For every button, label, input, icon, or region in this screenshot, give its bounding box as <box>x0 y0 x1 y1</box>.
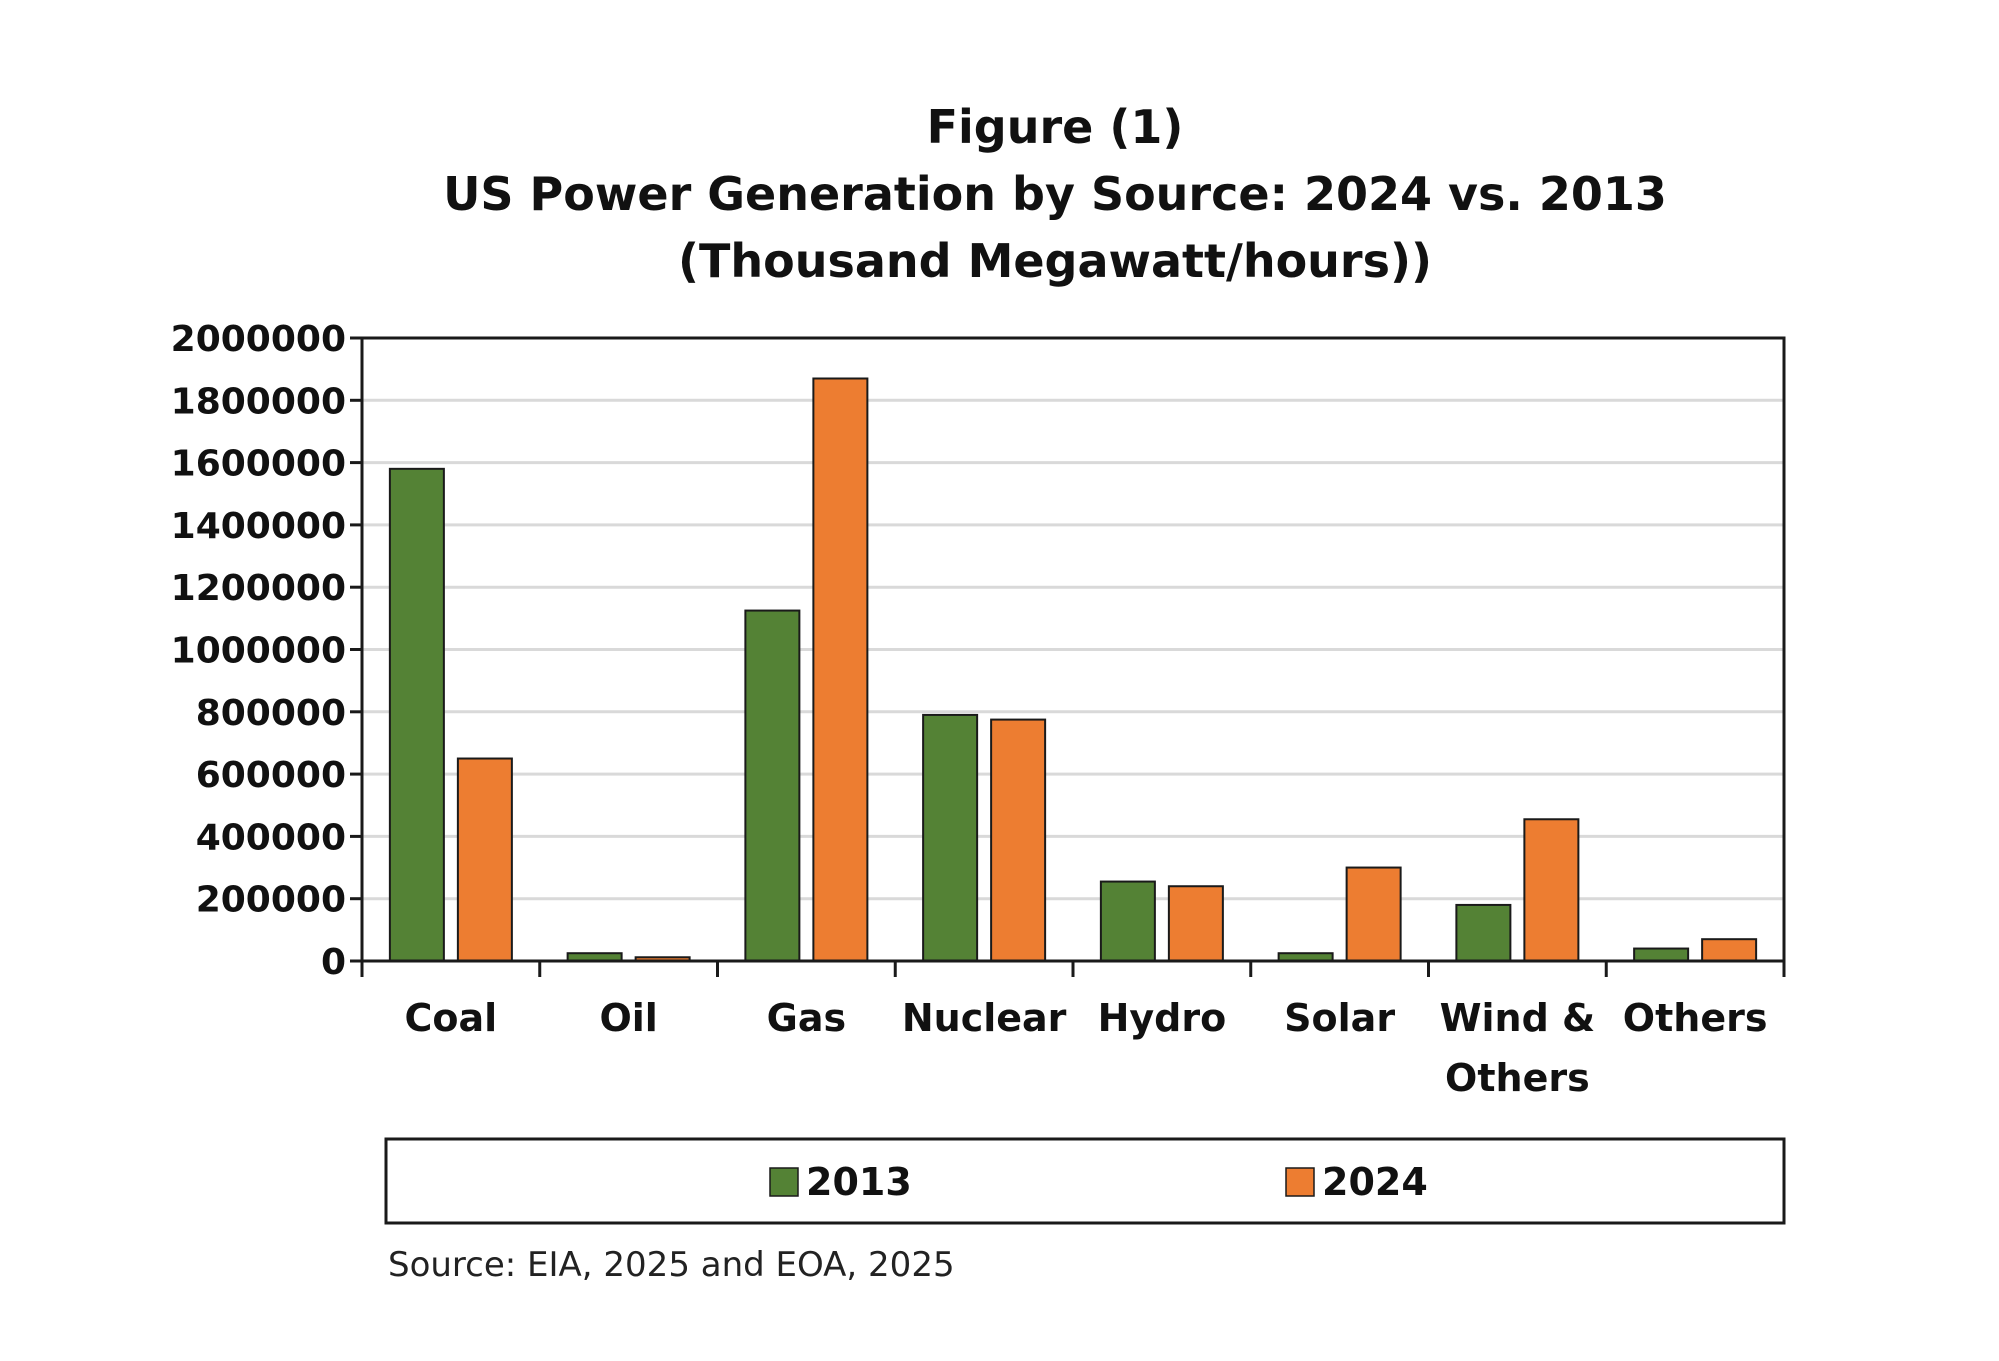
bars <box>388 377 1758 963</box>
bar-2024-solar <box>1345 866 1402 962</box>
bar-2013-coal <box>388 467 445 962</box>
chart-title-line-1: Figure (1) <box>927 100 1184 154</box>
y-tick-label: 600000 <box>196 755 346 796</box>
bar-2013-others <box>1633 947 1690 962</box>
y-tick-label: 400000 <box>196 817 346 858</box>
x-tick-label: Solar <box>1284 996 1395 1040</box>
bar-2013-hydro <box>1099 880 1156 963</box>
x-axis-labels: Coal Oil Gas Nuclear Hydro Solar Wind & Others O… <box>405 996 1768 1100</box>
x-tick-label: Coal <box>405 996 498 1040</box>
legend-label-2013: 2013 <box>806 1160 912 1204</box>
bar-2024-coal <box>456 757 513 963</box>
y-tick-label: 1200000 <box>171 568 346 609</box>
y-tick-label: 800000 <box>196 693 346 734</box>
axes <box>360 336 1786 977</box>
y-tick-label: 0 <box>321 942 346 983</box>
bar-2024-gas <box>812 377 869 962</box>
bar-2024-others <box>1701 938 1758 963</box>
source-note: Source: EIA, 2025 and EOA, 2025 <box>388 1245 955 1285</box>
x-tick-label: Wind & <box>1440 996 1596 1040</box>
bar-2024-nuclear <box>990 718 1047 963</box>
y-axis-ticks: 0 200000 400000 600000 800000 1000000 1200000 1… <box>171 319 362 983</box>
legend: 2013 2024 <box>384 1137 1786 1225</box>
x-tick-label: Others <box>1623 996 1768 1040</box>
chart-title-line-3: (Thousand Megawatt/hours)) <box>678 234 1432 288</box>
x-tick-label: Others <box>1445 1056 1590 1100</box>
y-tick-label: 1000000 <box>171 631 346 672</box>
x-tick-label: Oil <box>599 996 657 1040</box>
x-tick-label: Nuclear <box>902 996 1067 1040</box>
y-tick-label: 200000 <box>196 880 346 921</box>
bar-2024-wind-others <box>1523 818 1580 963</box>
x-tick-label: Hydro <box>1098 996 1227 1040</box>
y-tick-label: 1400000 <box>171 506 346 547</box>
chart-title: Figure (1) US Power Generation by Source… <box>443 100 1667 288</box>
legend-swatch-2024 <box>1285 1167 1315 1197</box>
gridlines <box>362 336 1784 901</box>
y-tick-label: 2000000 <box>171 319 346 360</box>
legend-box <box>384 1137 1786 1225</box>
bar-2013-gas <box>744 609 801 962</box>
legend-label-2024: 2024 <box>1322 1160 1428 1204</box>
bar-2024-hydro <box>1167 885 1224 962</box>
chart-title-line-2: US Power Generation by Source: 2024 vs. … <box>443 167 1667 221</box>
bar-2013-nuclear <box>922 713 979 962</box>
x-tick-label: Gas <box>767 996 846 1040</box>
legend-swatch-2013 <box>769 1167 799 1197</box>
y-tick-label: 1600000 <box>171 444 346 485</box>
bar-2013-wind-others <box>1455 903 1512 962</box>
y-tick-label: 1800000 <box>171 381 346 422</box>
